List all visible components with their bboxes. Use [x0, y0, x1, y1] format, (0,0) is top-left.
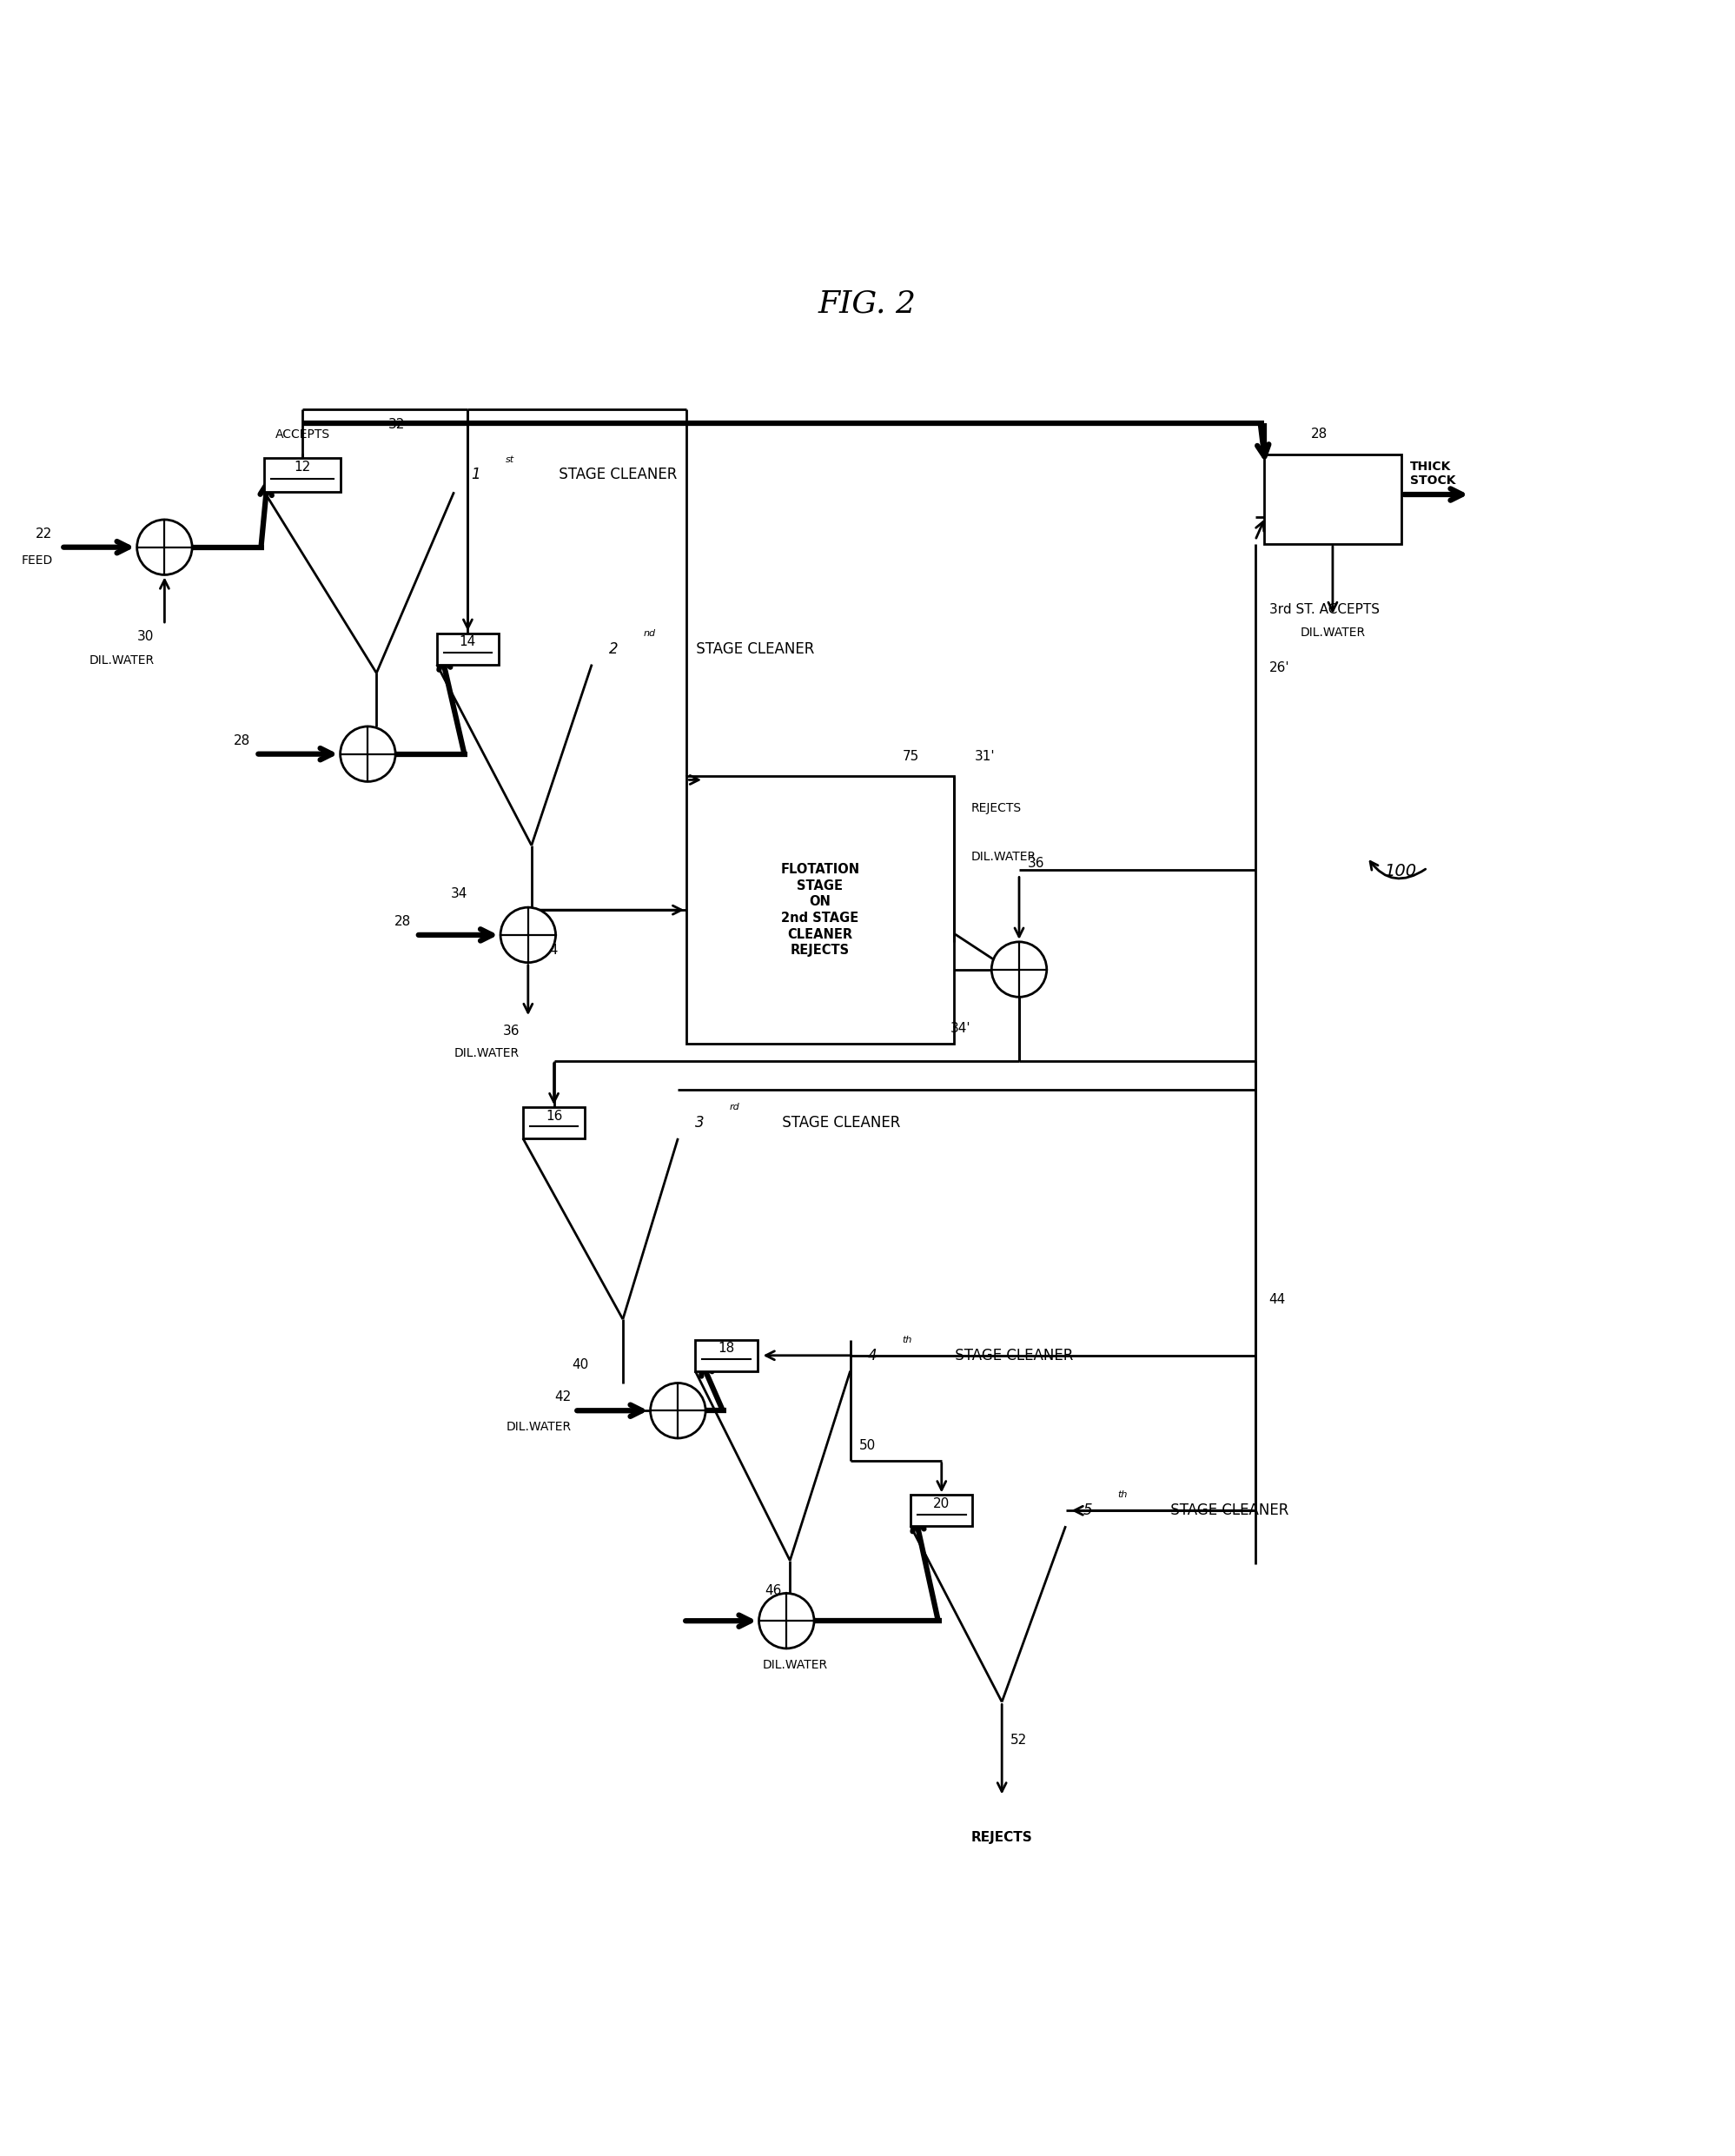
Text: 28: 28 [234, 733, 250, 748]
Text: 34: 34 [541, 944, 559, 957]
Text: REJECTS: REJECTS [972, 802, 1022, 815]
Bar [264, 457, 340, 492]
Text: 36: 36 [503, 1024, 519, 1037]
Text: 34: 34 [451, 888, 467, 901]
Text: th: th [1117, 1490, 1128, 1498]
Text: THICKENER: THICKENER [1294, 494, 1371, 505]
Text: DIL.WATER: DIL.WATER [972, 849, 1036, 862]
Text: DIL.WATER: DIL.WATER [1300, 627, 1365, 638]
Text: FIG. 2: FIG. 2 [819, 289, 916, 319]
Circle shape [340, 727, 396, 783]
Text: 28: 28 [394, 914, 411, 927]
Text: 12: 12 [293, 461, 311, 474]
Text: 16: 16 [545, 1110, 562, 1123]
Text: DIL.WATER: DIL.WATER [455, 1048, 519, 1059]
Text: 31': 31' [975, 750, 994, 763]
Bar [696, 1339, 756, 1371]
Text: nd: nd [644, 630, 656, 638]
Bar [437, 634, 498, 664]
Text: 26': 26' [1268, 662, 1289, 675]
Circle shape [991, 942, 1046, 996]
Text: 50: 50 [859, 1438, 876, 1451]
Text: 32: 32 [389, 418, 406, 431]
Text: 75: 75 [902, 750, 920, 763]
Text: 36: 36 [1027, 856, 1044, 869]
Text: rd: rd [730, 1104, 739, 1112]
Text: 14: 14 [460, 636, 475, 649]
Text: 46: 46 [765, 1585, 781, 1598]
Text: 30: 30 [137, 630, 154, 642]
Text: STAGE CLEANER: STAGE CLEANER [692, 640, 815, 658]
Text: STAGE CLEANER: STAGE CLEANER [777, 1115, 900, 1130]
Text: ACCEPTS: ACCEPTS [274, 429, 330, 440]
Text: 100: 100 [1385, 862, 1417, 880]
Circle shape [651, 1382, 706, 1438]
Text: STAGE CLEANER: STAGE CLEANER [553, 468, 677, 483]
Text: 44: 44 [1268, 1294, 1286, 1307]
Text: 5: 5 [1083, 1503, 1091, 1518]
Text: FLOTATION
STAGE
ON
2nd STAGE
CLEANER
REJECTS: FLOTATION STAGE ON 2nd STAGE CLEANER REJ… [781, 862, 861, 957]
Text: STAGE CLEANER: STAGE CLEANER [951, 1348, 1072, 1363]
Circle shape [500, 908, 555, 962]
Bar [522, 1108, 585, 1138]
Text: 22: 22 [36, 528, 52, 541]
Bar [687, 776, 954, 1044]
Text: 2: 2 [609, 640, 618, 658]
Text: st: st [505, 455, 515, 464]
Text: 3rd ST. ACCEPTS: 3rd ST. ACCEPTS [1268, 604, 1379, 617]
Text: THICK
STOCK: THICK STOCK [1411, 461, 1456, 487]
Text: DIL.WATER: DIL.WATER [762, 1658, 828, 1671]
Text: 3: 3 [696, 1115, 704, 1130]
Text: th: th [902, 1335, 913, 1345]
Text: 40: 40 [571, 1358, 588, 1371]
Circle shape [758, 1593, 814, 1649]
Text: 52: 52 [1010, 1733, 1027, 1746]
Text: 4: 4 [868, 1348, 876, 1363]
Text: 20: 20 [933, 1496, 951, 1509]
Circle shape [137, 520, 193, 576]
Text: 1: 1 [472, 468, 481, 483]
Text: 28: 28 [1310, 427, 1327, 440]
Text: 34': 34' [951, 1022, 970, 1035]
Bar [1263, 455, 1402, 543]
Text: 42: 42 [555, 1391, 571, 1404]
Bar [911, 1494, 973, 1526]
Text: DIL.WATER: DIL.WATER [507, 1421, 571, 1434]
Text: FEED: FEED [21, 554, 52, 567]
Text: DIL.WATER: DIL.WATER [88, 653, 154, 666]
Text: 18: 18 [718, 1343, 734, 1356]
Text: STAGE CLEANER: STAGE CLEANER [1166, 1503, 1289, 1518]
Text: REJECTS: REJECTS [972, 1830, 1032, 1843]
Text: 26: 26 [293, 466, 311, 479]
